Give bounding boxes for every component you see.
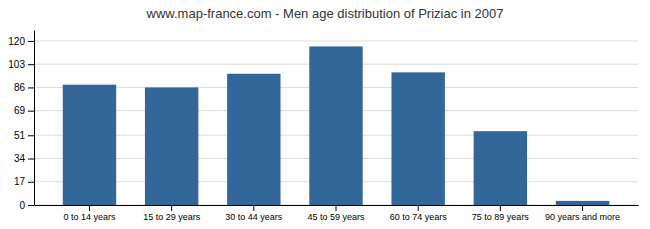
y-tick: 17 bbox=[14, 176, 34, 187]
bars bbox=[63, 46, 609, 205]
grid bbox=[34, 41, 638, 205]
y-tick-label: 69 bbox=[14, 105, 26, 116]
x-tick: 90 years and more bbox=[545, 205, 620, 222]
x-tick: 45 to 59 years bbox=[307, 205, 365, 222]
x-tick-mark bbox=[418, 205, 419, 211]
bar bbox=[556, 201, 609, 205]
x-tick-mark bbox=[171, 205, 172, 211]
chart-title: www.map-france.com - Men age distributio… bbox=[146, 6, 504, 21]
x-tick-label: 30 to 44 years bbox=[225, 212, 283, 222]
y-tick-label: 17 bbox=[14, 176, 26, 187]
y-tick: 69 bbox=[14, 105, 34, 116]
y-tick-label: 34 bbox=[14, 153, 26, 164]
x-tick-mark bbox=[500, 205, 501, 211]
x-tick: 0 to 14 years bbox=[63, 205, 116, 222]
y-tick: 103 bbox=[8, 59, 34, 70]
x-tick-label: 15 to 29 years bbox=[143, 212, 201, 222]
bar bbox=[391, 72, 444, 205]
x-tick: 15 to 29 years bbox=[143, 205, 201, 222]
x-tick-label: 75 to 89 years bbox=[472, 212, 530, 222]
bar bbox=[227, 74, 280, 205]
x-tick: 30 to 44 years bbox=[225, 205, 283, 222]
grid-line bbox=[34, 40, 638, 41]
y-tick-label: 86 bbox=[14, 82, 26, 93]
y-tick: 51 bbox=[14, 130, 34, 141]
y-tick-mark bbox=[28, 87, 34, 88]
y-tick-mark bbox=[28, 111, 34, 112]
y-tick-mark bbox=[28, 205, 34, 206]
x-axis: 0 to 14 years 15 to 29 years 30 to 44 year… bbox=[35, 205, 639, 222]
bar bbox=[145, 87, 198, 205]
bar bbox=[474, 131, 527, 205]
y-axis: 0 17 34 51 69 86 103 120 bbox=[8, 31, 34, 211]
y-tick: 0 bbox=[19, 200, 34, 211]
y-tick-label: 120 bbox=[8, 36, 25, 47]
x-tick-label: 45 to 59 years bbox=[307, 212, 365, 222]
x-tick: 60 to 74 years bbox=[390, 205, 448, 222]
x-tick-label: 90 years and more bbox=[545, 212, 620, 222]
y-tick-label: 103 bbox=[8, 59, 25, 70]
y-tick-label: 51 bbox=[14, 130, 26, 141]
x-tick: 75 to 89 years bbox=[472, 205, 530, 222]
y-tick-mark bbox=[28, 64, 34, 65]
plot-area: 0 17 34 51 69 86 103 120 0 to 14 years 15 to 29 y… bbox=[8, 31, 638, 223]
y-tick: 120 bbox=[8, 36, 34, 47]
y-axis-line bbox=[34, 31, 35, 206]
chart-svg: www.map-france.com - Men age distributio… bbox=[0, 0, 650, 229]
x-tick-label: 0 to 14 years bbox=[63, 212, 116, 222]
x-tick-mark bbox=[336, 205, 337, 211]
y-tick-mark bbox=[28, 159, 34, 160]
bar bbox=[309, 46, 362, 205]
chart-container: www.map-france.com - Men age distributio… bbox=[0, 0, 650, 229]
y-tick: 86 bbox=[14, 82, 34, 93]
y-tick-mark bbox=[28, 41, 34, 42]
x-tick-mark bbox=[582, 205, 583, 211]
x-tick-label: 60 to 74 years bbox=[390, 212, 448, 222]
x-tick-mark bbox=[253, 205, 254, 211]
y-tick-label: 0 bbox=[19, 200, 25, 211]
y-tick-mark bbox=[28, 135, 34, 136]
y-tick-mark bbox=[28, 182, 34, 183]
bar bbox=[63, 85, 116, 205]
y-tick: 34 bbox=[14, 153, 34, 164]
x-tick-mark bbox=[89, 205, 90, 211]
